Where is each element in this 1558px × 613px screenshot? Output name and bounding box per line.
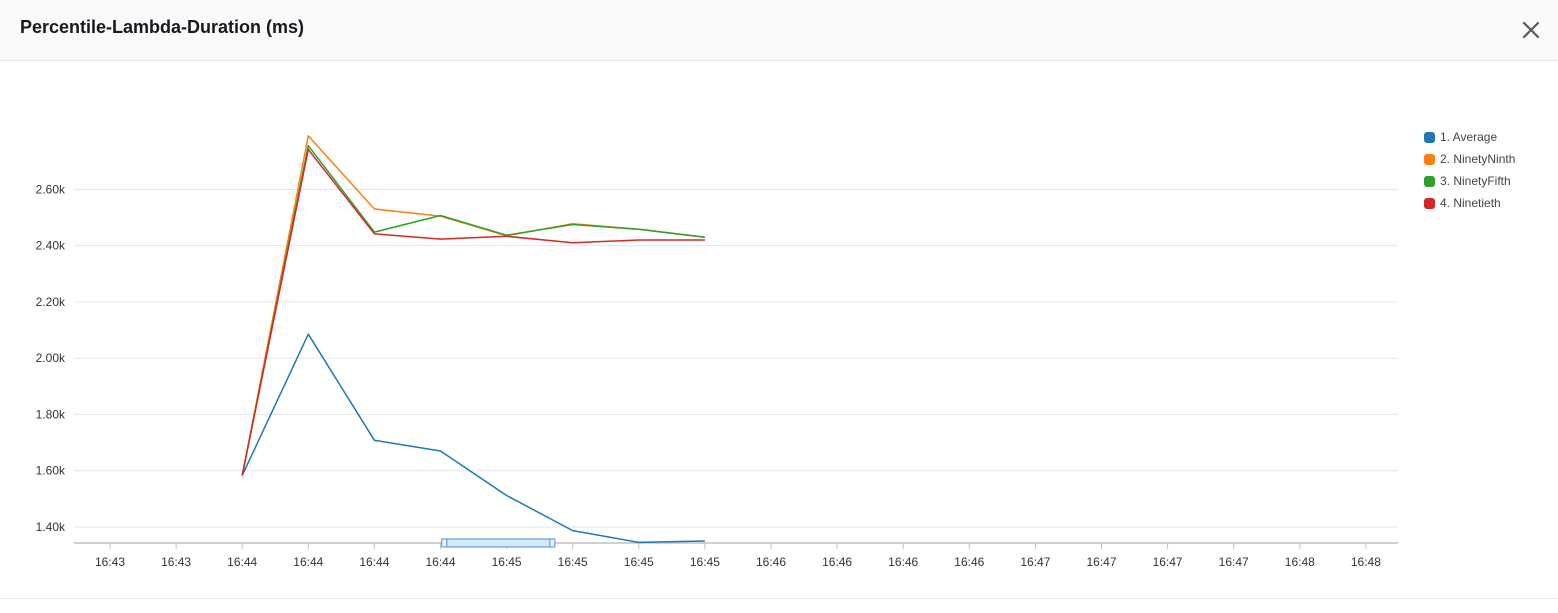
legend-swatch — [1424, 197, 1435, 209]
x-tick-label: 16:44 — [227, 555, 257, 569]
legend-label: 3. NinetyFifth — [1440, 174, 1511, 188]
modal-header: Percentile-Lambda-Duration (ms) — [0, 0, 1558, 61]
series-line-2[interactable] — [241, 135, 705, 476]
y-tick-label: 1.80k — [36, 407, 66, 421]
x-tick-label: 16:48 — [1285, 555, 1315, 569]
x-tick-label: 16:44 — [359, 555, 389, 569]
x-tick-label: 16:47 — [1219, 555, 1249, 569]
range-handle-left[interactable] — [441, 538, 448, 548]
x-tick-label: 16:43 — [95, 555, 125, 569]
x-tick-label: 16:47 — [1020, 555, 1050, 569]
legend-item-ninety-fifth[interactable]: 3. NinetyFifth — [1424, 170, 1515, 192]
x-tick-label: 16:46 — [756, 555, 786, 569]
x-tick-label: 16:43 — [161, 555, 191, 569]
y-tick-label: 2.40k — [36, 239, 66, 253]
series-line-3[interactable] — [241, 144, 705, 476]
legend-swatch — [1424, 131, 1435, 143]
range-navigator[interactable] — [443, 538, 554, 548]
legend-item-average[interactable]: 1. Average — [1424, 126, 1515, 148]
chart-title: Percentile-Lambda-Duration (ms) — [20, 17, 305, 37]
x-tick-label: 16:46 — [954, 555, 984, 569]
chart-area: 1.40k 1.60k 1.80k 2.00k 2.20k 2.40k 2.60k 16:43… — [0, 62, 1558, 608]
close-icon[interactable] — [1519, 18, 1543, 42]
x-tick-label: 16:46 — [822, 555, 852, 569]
x-tick-label: 16:46 — [888, 555, 918, 569]
chart-legend: 1. Average 2. NinetyNinth 3. NinetyFifth… — [1424, 126, 1515, 214]
x-tick-label: 16:47 — [1153, 555, 1183, 569]
legend-label: 2. NinetyNinth — [1440, 152, 1516, 166]
legend-label: 1. Average — [1440, 130, 1498, 144]
legend-item-ninety-ninth[interactable]: 2. NinetyNinth — [1424, 148, 1515, 170]
y-tick-label: 2.20k — [36, 295, 66, 309]
x-tick-label: 16:47 — [1086, 555, 1116, 569]
x-tick-label: 16:45 — [624, 555, 654, 569]
legend-item-ninetieth[interactable]: 4. Ninetieth — [1424, 192, 1515, 214]
range-handle-right[interactable] — [549, 538, 556, 548]
line-chart: 1.40k 1.60k 1.80k 2.00k 2.20k 2.40k 2.60k 16:43… — [36, 135, 1398, 569]
y-tick-label: 2.60k — [36, 182, 66, 196]
x-tick-label: 16:45 — [558, 555, 588, 569]
legend-swatch — [1424, 153, 1435, 165]
x-tick-label: 16:45 — [690, 555, 720, 569]
series-line-1[interactable] — [241, 333, 705, 544]
footer-divider — [0, 598, 1558, 599]
y-tick-label: 2.00k — [36, 351, 66, 365]
legend-swatch — [1424, 175, 1435, 187]
x-tick-label: 16:45 — [492, 555, 522, 569]
y-tick-label: 1.40k — [36, 520, 66, 534]
x-tick-label: 16:44 — [425, 555, 455, 569]
y-tick-label: 1.60k — [36, 464, 66, 478]
x-tick-label: 16:44 — [293, 555, 323, 569]
series-line-4[interactable] — [241, 148, 705, 476]
x-tick-label: 16:48 — [1351, 555, 1381, 569]
legend-label: 4. Ninetieth — [1440, 196, 1501, 210]
